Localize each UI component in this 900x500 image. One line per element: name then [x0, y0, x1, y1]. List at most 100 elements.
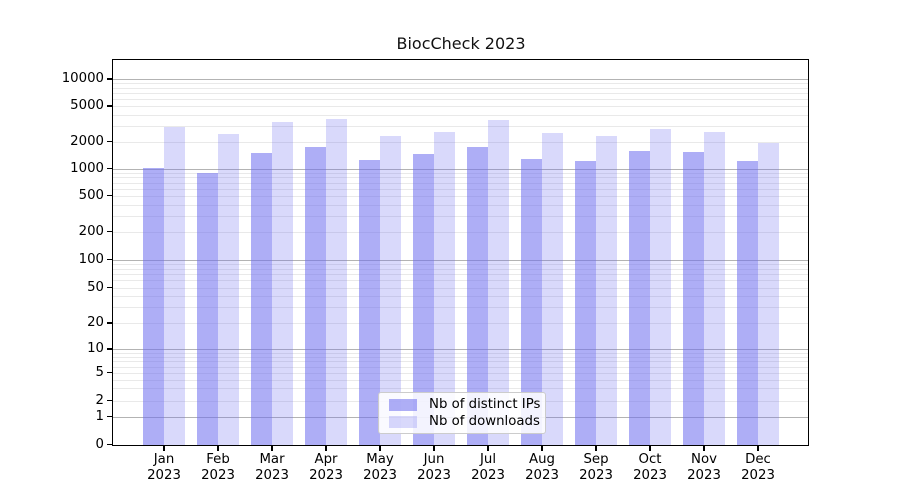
- minor-gridline: [113, 83, 808, 85]
- bar-downloads: [380, 135, 401, 446]
- bar-distinct-ips: [629, 151, 650, 446]
- y-axis-tick: [107, 416, 113, 418]
- bar-distinct-ips: [197, 172, 218, 446]
- minor-gridline: [113, 273, 808, 275]
- minor-gridline: [113, 87, 808, 89]
- legend-label-downloads: Nb of downloads: [429, 414, 540, 429]
- minor-gridline: [113, 287, 808, 289]
- minor-gridline: [113, 388, 808, 390]
- bar-downloads: [650, 129, 671, 446]
- y-axis-tick-label: 2000: [70, 133, 104, 149]
- x-axis-tick: [649, 446, 651, 451]
- minor-gridline: [113, 280, 808, 282]
- x-axis-month-label: Mar 2023: [255, 452, 289, 483]
- legend: Nb of distinct IPs Nb of downloads: [378, 392, 546, 434]
- bar-distinct-ips: [521, 158, 542, 446]
- bar-downloads: [164, 126, 185, 446]
- x-axis-tick: [433, 446, 435, 451]
- x-axis-tick: [487, 446, 489, 451]
- x-axis-tick: [541, 446, 543, 451]
- y-axis-tick: [107, 78, 113, 80]
- x-axis-month-label: Nov 2023: [687, 452, 721, 483]
- bar-distinct-ips: [737, 161, 758, 446]
- y-axis-tick-label: 200: [78, 223, 104, 239]
- y-axis-tick: [107, 141, 113, 143]
- y-axis-tick: [107, 322, 113, 324]
- y-axis-tick: [107, 372, 113, 374]
- bar-downloads: [434, 131, 455, 446]
- legend-label-distinct-ips: Nb of distinct IPs: [429, 397, 541, 412]
- x-axis-month-label: Feb 2023: [201, 452, 235, 483]
- bar-distinct-ips: [251, 152, 272, 446]
- minor-gridline: [113, 92, 808, 94]
- y-axis-tick-label: 5: [95, 364, 104, 380]
- minor-gridline: [113, 114, 808, 116]
- minor-gridline: [113, 366, 808, 368]
- minor-gridline: [113, 106, 808, 107]
- major-gridline: [113, 349, 808, 350]
- y-axis-tick-label: 1: [95, 408, 104, 424]
- x-axis-month-label: Aug 2023: [525, 452, 559, 483]
- y-axis-tick-label: 0: [95, 436, 104, 452]
- minor-gridline: [113, 296, 808, 298]
- y-axis-tick-label: 50: [87, 279, 104, 295]
- x-axis-tick: [217, 446, 219, 451]
- x-axis-month-label: Sep 2023: [579, 452, 613, 483]
- x-axis-tick: [163, 446, 165, 451]
- major-gridline: [113, 79, 808, 80]
- bar-distinct-ips: [305, 146, 326, 446]
- minor-gridline: [113, 172, 808, 174]
- minor-gridline: [113, 268, 808, 270]
- minor-gridline: [113, 356, 808, 358]
- x-axis-month-label: May 2023: [363, 452, 397, 483]
- minor-gridline: [113, 323, 808, 324]
- minor-gridline: [113, 141, 808, 143]
- minor-gridline: [113, 372, 808, 374]
- minor-gridline: [113, 182, 808, 184]
- bar-downloads: [272, 122, 293, 446]
- y-axis-tick-label: 20: [87, 315, 104, 330]
- y-axis-tick: [107, 231, 113, 233]
- minor-gridline: [113, 195, 808, 197]
- y-axis-tick-label: 100: [78, 251, 104, 267]
- x-axis-tick: [325, 446, 327, 451]
- y-axis-tick-label: 2: [95, 392, 104, 408]
- y-axis-tick-label: 1000: [70, 160, 104, 176]
- bar-downloads: [542, 133, 563, 446]
- x-axis-tick: [757, 446, 759, 451]
- x-axis-month-label: Jul 2023: [471, 452, 505, 483]
- minor-gridline: [113, 177, 808, 179]
- legend-item-downloads: Nb of downloads: [385, 413, 540, 430]
- bar-downloads: [596, 135, 617, 446]
- minor-gridline: [113, 379, 808, 381]
- chart-title: BiocCheck 2023: [396, 34, 526, 53]
- y-axis-tick-label: 10000: [61, 71, 104, 86]
- x-axis-tick: [379, 446, 381, 451]
- y-axis-tick: [107, 168, 113, 170]
- x-axis-tick: [271, 446, 273, 451]
- bar-distinct-ips: [575, 161, 596, 446]
- minor-gridline: [113, 188, 808, 190]
- minor-gridline: [113, 307, 808, 309]
- minor-gridline: [113, 361, 808, 363]
- minor-gridline: [113, 215, 808, 217]
- x-axis-month-label: Jan 2023: [147, 452, 181, 483]
- y-axis-tick-label: 10: [87, 341, 104, 356]
- major-gridline: [113, 259, 808, 261]
- bar-downloads: [704, 131, 725, 446]
- y-axis-tick-label: 5000: [70, 98, 104, 113]
- y-axis-tick-label: 500: [78, 187, 104, 203]
- major-gridline: [113, 168, 808, 170]
- minor-gridline: [113, 125, 808, 127]
- bar-downloads: [326, 119, 347, 446]
- y-axis-tick: [107, 399, 113, 402]
- x-axis-month-label: Apr 2023: [309, 452, 343, 483]
- minor-gridline: [113, 204, 808, 206]
- minor-gridline: [113, 352, 808, 354]
- legend-swatch-downloads: [389, 415, 417, 428]
- legend-item-distinct-ips: Nb of distinct IPs: [385, 396, 541, 413]
- minor-gridline: [113, 98, 808, 100]
- y-axis-tick: [107, 286, 113, 289]
- x-axis-month-label: Dec 2023: [741, 452, 775, 483]
